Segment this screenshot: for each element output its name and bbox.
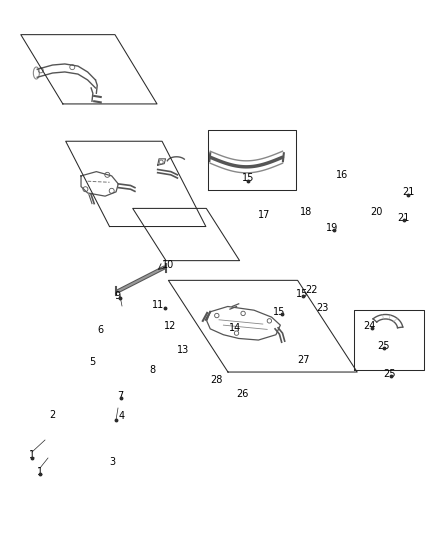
Text: 12: 12 <box>164 321 176 331</box>
Text: 15: 15 <box>273 307 285 317</box>
Text: 11: 11 <box>152 300 164 310</box>
Text: 10: 10 <box>162 260 174 270</box>
Text: 14: 14 <box>229 323 241 333</box>
Text: 23: 23 <box>316 303 328 313</box>
Text: 19: 19 <box>326 223 338 233</box>
Text: 4: 4 <box>119 411 125 421</box>
Text: 22: 22 <box>306 285 318 295</box>
Text: 18: 18 <box>300 207 312 217</box>
Text: 6: 6 <box>97 325 103 335</box>
Text: 15: 15 <box>296 289 308 299</box>
Text: 25: 25 <box>377 341 389 351</box>
Text: 9: 9 <box>114 291 120 301</box>
Text: 28: 28 <box>210 375 222 385</box>
Text: 8: 8 <box>149 365 155 375</box>
Text: 27: 27 <box>298 355 310 365</box>
Text: 2: 2 <box>49 410 55 420</box>
Text: 26: 26 <box>236 389 248 399</box>
Text: 20: 20 <box>370 207 382 217</box>
Text: 13: 13 <box>177 345 189 355</box>
Text: 3: 3 <box>109 457 115 467</box>
Text: 1: 1 <box>29 450 35 460</box>
Text: 24: 24 <box>363 321 375 331</box>
Text: 5: 5 <box>89 357 95 367</box>
Text: 15: 15 <box>242 173 254 183</box>
Text: 25: 25 <box>384 369 396 379</box>
Text: 17: 17 <box>258 210 270 220</box>
Text: 1: 1 <box>37 467 43 477</box>
Text: 21: 21 <box>402 187 414 197</box>
Text: 21: 21 <box>397 213 409 223</box>
Text: 7: 7 <box>117 391 123 401</box>
Text: 16: 16 <box>336 170 348 180</box>
